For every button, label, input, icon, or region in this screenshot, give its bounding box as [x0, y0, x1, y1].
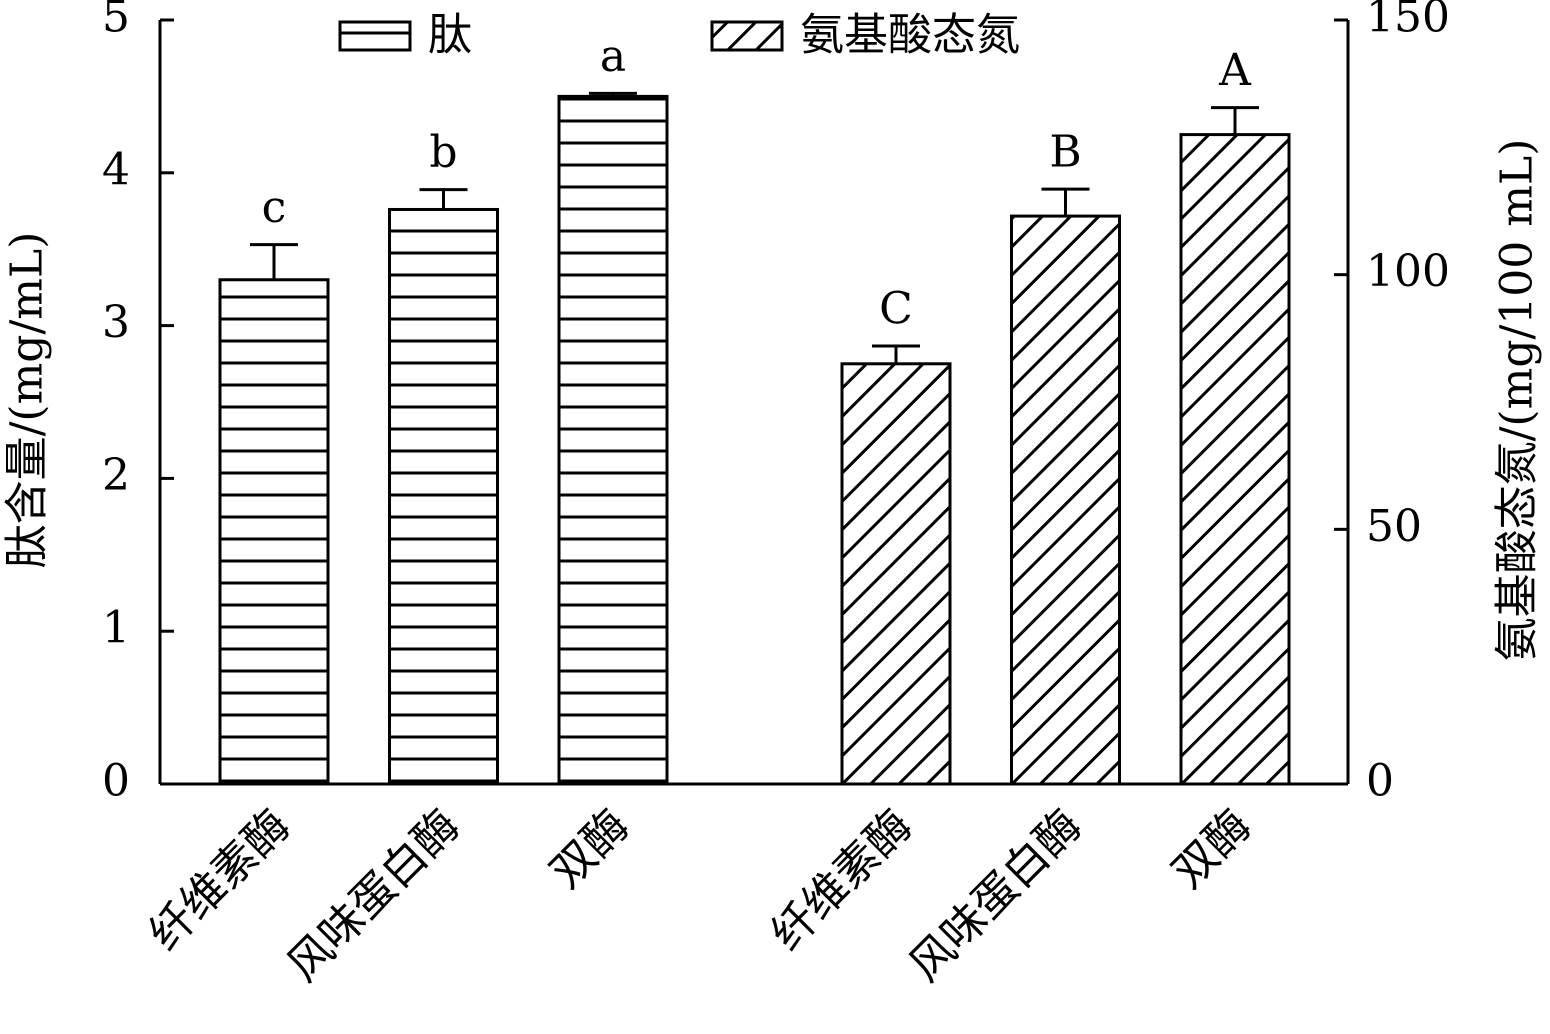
y-tick-label: 4	[102, 144, 130, 195]
x-tick-label: 双酶	[541, 800, 639, 898]
x-tick-label: 纤维素酶	[139, 800, 300, 961]
significance-letter: C	[879, 283, 913, 334]
x-tick-label: 双酶	[1163, 800, 1261, 898]
significance-letter: b	[429, 127, 457, 178]
y2-tick-label: 0	[1366, 756, 1394, 807]
legend-label: 肽	[428, 10, 472, 61]
x-tick-label: 风味蛋白酶	[900, 800, 1092, 992]
y-tick-label: 2	[102, 450, 130, 501]
bar	[1179, 133, 1291, 786]
bar	[388, 207, 499, 786]
error-bar	[589, 91, 637, 97]
significance-letter: B	[1049, 127, 1081, 178]
y2-axis-label: 氨基酸态氮/(mg/100 mL)	[1492, 139, 1543, 662]
error-bar	[872, 344, 920, 364]
y-tick-label: 5	[102, 0, 130, 43]
bar	[218, 278, 330, 786]
y-axis-label: 肽含量/(mg/mL)	[2, 232, 53, 569]
significance-letter: a	[600, 31, 626, 82]
legend-swatch	[338, 20, 412, 52]
error-bar	[1041, 187, 1090, 217]
error-bar	[250, 243, 298, 280]
y-tick-label: 1	[102, 603, 130, 654]
y-tick-label: 3	[102, 297, 130, 348]
significance-letter: c	[262, 182, 287, 233]
y2-tick-label: 150	[1366, 0, 1450, 43]
bar	[557, 94, 669, 786]
x-tick-label: 纤维素酶	[761, 800, 922, 961]
legend-swatch	[710, 20, 784, 52]
x-tick-label: 风味蛋白酶	[278, 800, 470, 992]
error-bar	[1211, 106, 1259, 135]
y-tick-label: 0	[102, 756, 130, 807]
error-bar	[419, 188, 468, 210]
bar	[840, 362, 952, 786]
y2-tick-label: 50	[1366, 501, 1422, 552]
significance-letter: A	[1218, 45, 1252, 96]
y2-tick-label: 100	[1366, 246, 1450, 297]
bar	[1010, 214, 1121, 786]
legend-label: 氨基酸态氮	[800, 10, 1020, 61]
